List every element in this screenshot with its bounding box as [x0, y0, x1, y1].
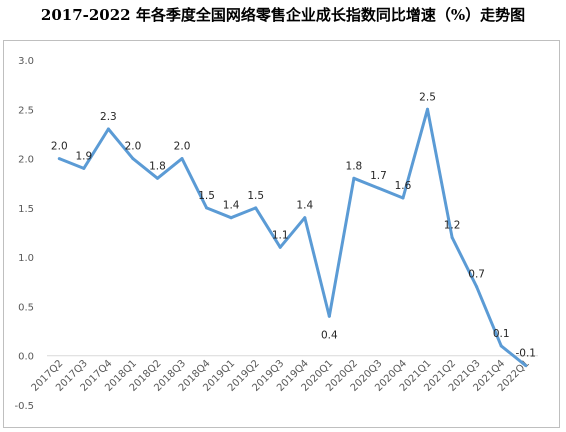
data-label: 1.4 — [296, 200, 313, 212]
data-point — [180, 157, 184, 161]
y-tick-label: 1.0 — [18, 253, 34, 264]
data-label: 2.0 — [125, 141, 142, 153]
y-tick-label: 0.0 — [18, 352, 34, 363]
data-label: 1.1 — [272, 229, 289, 241]
data-point — [327, 314, 331, 318]
data-point — [352, 176, 356, 180]
data-point — [450, 235, 454, 239]
data-labels: 2.0 1.9 2.3 2.0 1.8 2.0 1.5 1.4 1.5 1.1 1.4 0.4 1.8 1… — [51, 91, 536, 359]
data-point — [401, 196, 405, 200]
y-tick-label: -0.5 — [14, 401, 34, 412]
data-point — [131, 157, 135, 161]
data-label: 2.0 — [174, 141, 191, 153]
data-label: 2.0 — [51, 141, 68, 153]
chart-title: 2017-2022 年各季度全国网络零售企业成长指数同比增速（%）走势图 — [40, 6, 526, 24]
data-label: 1.8 — [346, 160, 363, 172]
data-label: 1.9 — [75, 150, 92, 162]
series-line-group — [57, 107, 528, 368]
data-label: 1.6 — [395, 180, 412, 192]
series-line — [58, 107, 527, 367]
y-tick-label: 1.5 — [18, 204, 34, 215]
data-point — [376, 186, 380, 190]
data-point — [426, 107, 430, 111]
data-point — [106, 127, 110, 131]
data-point — [499, 344, 503, 348]
data-label: 1.7 — [370, 170, 387, 182]
data-label: 1.4 — [223, 200, 240, 212]
y-tick-label: 2.5 — [18, 105, 34, 116]
data-label: 0.4 — [321, 329, 338, 341]
data-label: 0.7 — [468, 269, 485, 281]
data-point — [155, 176, 159, 180]
data-label: 2.3 — [100, 111, 117, 123]
data-point — [278, 245, 282, 249]
x-axis-ticks: 2017Q22017Q32017Q42018Q12018Q22018Q32018… — [30, 358, 532, 394]
data-label: 1.5 — [198, 190, 215, 202]
chart-frame — [3, 40, 560, 428]
data-point — [254, 206, 258, 210]
data-label: 2.5 — [419, 91, 436, 103]
y-axis-ticks: 3.0 2.5 2.0 1.5 1.0 0.5 0.0 -0.5 — [14, 56, 34, 412]
y-tick-label: 0.5 — [18, 302, 34, 313]
data-point — [205, 206, 209, 210]
data-label: 1.2 — [444, 219, 461, 231]
data-label: 1.8 — [149, 160, 166, 172]
data-point — [57, 157, 61, 161]
data-point — [475, 285, 479, 289]
data-point — [524, 364, 528, 368]
data-label: 1.5 — [247, 190, 264, 202]
data-point — [229, 216, 233, 220]
data-point — [82, 166, 86, 170]
y-tick-label: 2.0 — [18, 155, 34, 166]
y-tick-label: 3.0 — [18, 56, 34, 67]
data-point — [303, 216, 307, 220]
data-label: 0.1 — [493, 328, 510, 340]
data-label: -0.1 — [515, 348, 536, 360]
